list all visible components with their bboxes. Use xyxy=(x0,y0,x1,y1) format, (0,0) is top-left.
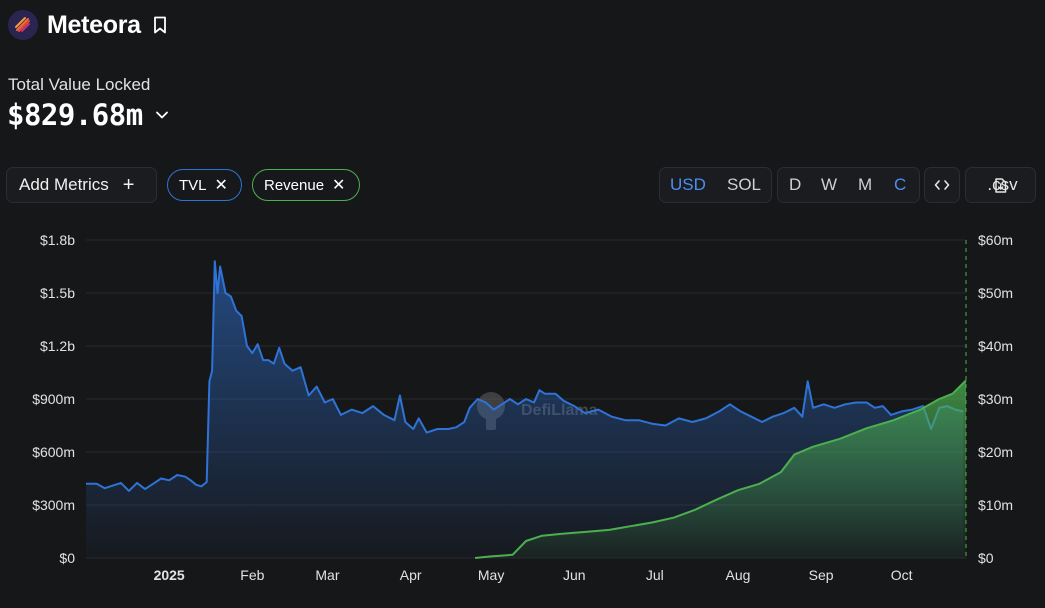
metric-pill-tvl[interactable]: TVL ✕ xyxy=(167,169,242,201)
y-left-tick: $1.5b xyxy=(40,285,75,301)
close-icon[interactable]: ✕ xyxy=(332,177,346,194)
embed-button[interactable] xyxy=(924,167,960,203)
metric-pill-label: TVL xyxy=(179,176,207,194)
y-right-tick: $60m xyxy=(978,232,1013,248)
tvl-line[interactable] xyxy=(86,260,964,492)
meteora-logo-icon xyxy=(8,10,38,40)
tvl-area xyxy=(86,261,964,558)
granularity-weekly[interactable]: W xyxy=(821,175,838,194)
y-right-tick: $30m xyxy=(978,391,1013,407)
x-tick: Aug xyxy=(725,567,750,583)
y-left-tick: $900m xyxy=(32,391,75,407)
y-right-tick: $40m xyxy=(978,338,1013,354)
x-tick: 2025 xyxy=(154,567,185,583)
y-right-tick: $50m xyxy=(978,285,1013,301)
tvl-value-dropdown[interactable]: $829.68m xyxy=(7,98,169,132)
y-left-tick: $600m xyxy=(32,444,75,460)
tvl-value: $829.68m xyxy=(7,98,143,132)
chart-controls: Add Metrics + TVL ✕ Revenue ✕ USD SOL D … xyxy=(0,167,1045,203)
metric-pill-revenue[interactable]: Revenue ✕ xyxy=(252,169,360,201)
x-tick: Sep xyxy=(809,567,834,583)
csv-download-button[interactable]: .csv xyxy=(965,167,1036,203)
denomination-usd[interactable]: USD xyxy=(670,175,706,194)
granularity-toggle: D W M C xyxy=(777,167,920,203)
close-icon[interactable]: ✕ xyxy=(214,177,228,194)
granularity-monthly[interactable]: M xyxy=(858,175,873,194)
x-tick: Jun xyxy=(563,567,586,583)
x-tick: Feb xyxy=(240,567,264,583)
x-tick: Jul xyxy=(646,567,664,583)
y-right-tick: $20m xyxy=(978,444,1013,460)
y-right-tick: $0 xyxy=(978,550,994,566)
csv-label: .csv xyxy=(987,175,1018,194)
denomination-sol[interactable]: SOL xyxy=(727,175,762,194)
header: Meteora xyxy=(8,9,167,41)
x-tick: May xyxy=(478,567,504,583)
y-left-tick: $0 xyxy=(59,550,75,566)
revenue-area xyxy=(475,380,966,558)
y-right-tick: $10m xyxy=(978,497,1013,513)
y-left-tick: $300m xyxy=(32,497,75,513)
plus-icon: + xyxy=(122,173,135,196)
y-left-tick: $1.8b xyxy=(40,232,75,248)
granularity-cumulative[interactable]: C xyxy=(894,175,907,194)
metric-pill-label: Revenue xyxy=(264,176,325,194)
tvl-revenue-chart[interactable]: $0 $300m $600m $900m $1.2b $1.5b $1.8b $0 $10m $… xyxy=(0,225,1045,608)
bookmark-icon[interactable] xyxy=(153,16,167,34)
denomination-toggle: USD SOL xyxy=(659,167,772,203)
x-tick: Mar xyxy=(315,567,339,583)
tvl-label: Total Value Locked xyxy=(8,75,151,94)
add-metrics-button[interactable]: Add Metrics + xyxy=(6,167,157,203)
code-icon xyxy=(934,180,950,190)
granularity-daily[interactable]: D xyxy=(789,175,802,194)
x-tick: Oct xyxy=(891,567,913,583)
x-tick: Apr xyxy=(400,567,422,583)
add-metrics-label: Add Metrics xyxy=(19,175,109,194)
file-download-icon xyxy=(995,177,1007,193)
y-left-tick: $1.2b xyxy=(40,338,75,354)
revenue-line[interactable] xyxy=(474,379,967,559)
protocol-title: Meteora xyxy=(47,10,141,39)
chevron-down-icon xyxy=(155,110,169,120)
